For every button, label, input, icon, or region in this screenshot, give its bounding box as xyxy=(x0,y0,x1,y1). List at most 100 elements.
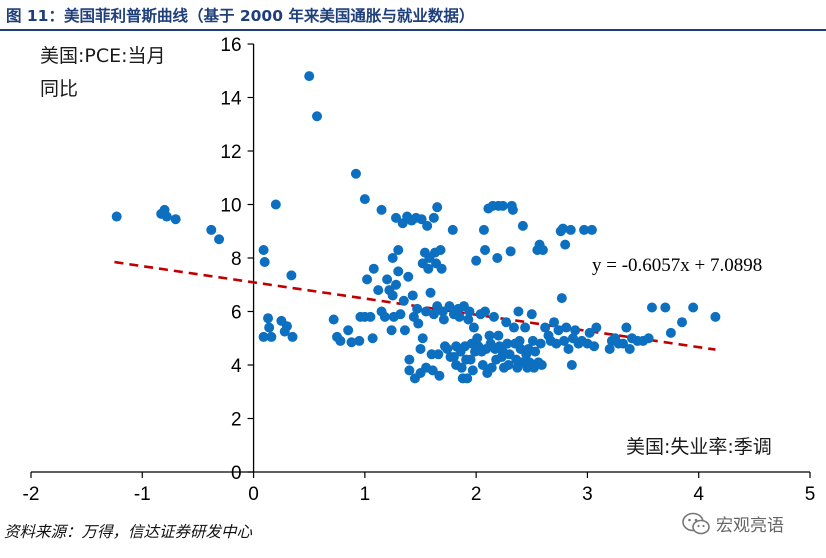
data-point xyxy=(412,303,423,314)
data-point xyxy=(514,335,525,346)
data-point xyxy=(425,287,436,298)
data-point xyxy=(417,333,428,344)
data-point xyxy=(504,349,515,360)
y-tick-label: 4 xyxy=(231,356,242,377)
data-point xyxy=(415,343,426,354)
x-tick-label: -1 xyxy=(134,484,151,505)
data-point xyxy=(561,322,572,333)
data-point xyxy=(170,214,181,225)
data-point xyxy=(551,338,562,349)
data-point xyxy=(264,322,275,333)
watermark: 宏观亮语 xyxy=(682,511,784,536)
data-point xyxy=(428,309,439,320)
x-tick-label: 5 xyxy=(805,484,816,505)
data-point xyxy=(421,306,432,317)
data-point xyxy=(258,331,269,342)
data-point xyxy=(368,263,379,274)
data-point xyxy=(111,211,122,222)
data-point xyxy=(399,325,410,336)
data-point xyxy=(677,317,688,328)
data-point xyxy=(478,224,489,235)
data-point xyxy=(710,311,721,322)
data-point xyxy=(618,338,629,349)
data-point xyxy=(646,302,657,313)
trendline-equation: y = -0.6057x + 7.0898 xyxy=(592,255,763,276)
data-point xyxy=(413,318,424,329)
data-point xyxy=(395,309,406,320)
data-point xyxy=(484,330,495,341)
data-point xyxy=(362,274,373,285)
data-point xyxy=(447,224,458,235)
data-point xyxy=(444,301,455,312)
watermark-text: 宏观亮语 xyxy=(716,516,784,536)
data-point xyxy=(464,306,475,317)
x-tick-label: 4 xyxy=(693,484,704,505)
data-point xyxy=(604,343,615,354)
data-point xyxy=(281,321,292,332)
data-point xyxy=(643,333,654,344)
data-point xyxy=(665,327,676,338)
data-point xyxy=(259,257,270,268)
data-point xyxy=(472,333,483,344)
data-point xyxy=(270,199,281,210)
data-point xyxy=(492,253,503,263)
data-point xyxy=(527,335,538,346)
points-group xyxy=(111,71,721,384)
data-point xyxy=(493,330,504,341)
x-tick-label: 2 xyxy=(471,484,482,505)
data-point xyxy=(660,302,671,313)
source-note: 资料来源：万得，信达证券研发中心 xyxy=(4,523,253,541)
data-point xyxy=(404,354,415,365)
data-point xyxy=(437,306,448,317)
data-point xyxy=(387,253,398,263)
y-tick-label: 2 xyxy=(231,410,242,431)
data-point xyxy=(480,244,491,255)
data-point xyxy=(161,211,172,222)
y-tick-label: 6 xyxy=(231,303,242,324)
data-point xyxy=(359,194,370,205)
data-point xyxy=(454,311,465,322)
data-point xyxy=(584,327,595,338)
x-tick-label: 1 xyxy=(360,484,371,505)
data-point xyxy=(553,325,564,336)
data-point xyxy=(258,244,269,255)
data-point xyxy=(566,360,577,370)
data-point xyxy=(346,337,357,348)
data-point xyxy=(386,325,397,336)
data-point xyxy=(463,314,474,325)
data-point xyxy=(465,354,476,365)
data-point xyxy=(312,111,323,122)
data-point xyxy=(286,270,297,281)
data-point xyxy=(497,200,508,211)
data-point xyxy=(507,204,518,215)
data-point xyxy=(570,325,581,336)
y-tick-label: 10 xyxy=(220,196,241,217)
data-point xyxy=(537,244,548,255)
data-point xyxy=(488,311,499,322)
data-point xyxy=(508,322,519,333)
data-point xyxy=(556,293,567,304)
data-point xyxy=(502,338,513,349)
data-point xyxy=(423,263,434,274)
data-point xyxy=(328,314,339,325)
data-point xyxy=(382,274,393,285)
data-point xyxy=(350,168,361,179)
data-point xyxy=(448,351,459,362)
data-point xyxy=(505,246,516,257)
data-point xyxy=(468,322,479,333)
data-point xyxy=(530,346,541,357)
data-point xyxy=(304,71,315,82)
data-point xyxy=(407,290,418,301)
data-point xyxy=(501,317,512,328)
data-point xyxy=(442,343,453,354)
data-point xyxy=(428,212,439,223)
data-point xyxy=(486,362,497,373)
data-point xyxy=(438,314,449,325)
data-point xyxy=(404,365,415,376)
data-point xyxy=(586,224,597,235)
y-tick-label: 14 xyxy=(220,89,242,110)
data-point xyxy=(579,224,590,235)
data-point xyxy=(343,325,354,336)
x-tick-label: 0 xyxy=(248,484,259,505)
